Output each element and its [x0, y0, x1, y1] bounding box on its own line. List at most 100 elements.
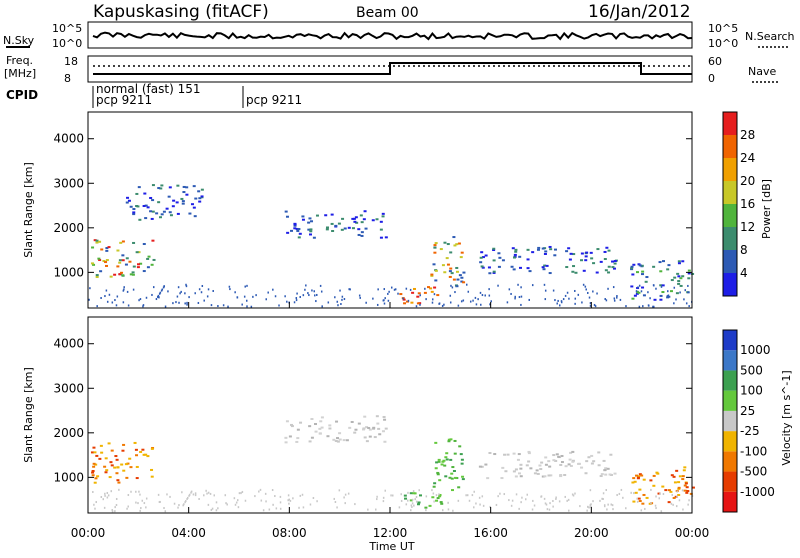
data-pixel	[457, 242, 461, 245]
data-pixel	[611, 266, 615, 269]
data-pixel	[284, 436, 288, 439]
data-pixel	[186, 301, 188, 304]
data-pixel	[150, 468, 154, 471]
data-pixel	[177, 506, 179, 509]
data-pixel	[567, 247, 571, 250]
data-pixel	[565, 250, 569, 253]
data-pixel	[92, 462, 96, 465]
colorbar-tick-label: 28	[740, 128, 755, 142]
data-pixel	[295, 299, 298, 302]
data-pixel	[308, 425, 312, 428]
data-pixel	[373, 436, 377, 439]
data-pixel	[115, 472, 119, 475]
data-pixel	[472, 299, 474, 302]
data-pixel	[140, 507, 142, 510]
data-pixel	[157, 493, 160, 496]
data-pixel	[347, 226, 351, 229]
data-pixel	[181, 200, 185, 203]
data-pixel	[448, 476, 452, 479]
data-pixel	[649, 297, 651, 300]
data-pixel	[285, 420, 289, 423]
data-pixel	[526, 248, 530, 251]
data-pixel	[611, 504, 614, 507]
data-pixel	[668, 295, 671, 298]
cpid-label: CPID	[6, 88, 38, 102]
data-pixel	[589, 304, 592, 307]
data-pixel	[163, 507, 165, 510]
data-pixel	[644, 280, 648, 283]
colorbar-frame	[722, 111, 738, 297]
colorbar-tick-label: 100	[740, 384, 763, 398]
data-pixel	[544, 463, 548, 466]
power-panel: 1000 2000 3000 4000 Slant Range [km]	[22, 111, 695, 309]
data-pixel	[210, 304, 213, 307]
data-pixel	[682, 508, 684, 511]
data-pixel	[691, 272, 695, 275]
data-pixel	[145, 506, 147, 509]
data-pixel	[377, 288, 379, 291]
data-pixel	[501, 466, 505, 469]
data-pixel	[677, 493, 681, 496]
data-pixel	[146, 206, 150, 209]
data-pixel	[297, 228, 301, 231]
data-pixel	[675, 469, 679, 472]
data-pixel	[378, 433, 382, 436]
data-pixel	[602, 497, 604, 500]
data-pixel	[613, 297, 616, 300]
data-pixel	[686, 291, 690, 294]
data-pixel	[226, 503, 228, 506]
data-pixel	[315, 300, 317, 303]
data-pixel	[308, 233, 312, 236]
data-pixel	[411, 291, 415, 294]
data-pixel	[284, 210, 288, 213]
freq-right-label: Nave	[748, 65, 776, 78]
data-pixel	[671, 493, 674, 496]
data-pixel	[466, 494, 469, 497]
data-pixel	[203, 299, 205, 302]
data-pixel	[435, 461, 439, 464]
data-pixel	[100, 451, 104, 454]
data-pixel	[121, 240, 125, 243]
data-pixel	[641, 270, 645, 273]
data-pixel	[379, 236, 383, 239]
data-pixel	[589, 504, 592, 507]
data-pixel	[597, 464, 601, 467]
data-pixel	[560, 301, 563, 304]
data-pixel	[658, 497, 661, 500]
data-pixel	[181, 202, 185, 205]
data-pixel	[504, 470, 508, 473]
data-pixel	[106, 491, 109, 494]
data-pixel	[184, 292, 186, 295]
data-pixel	[158, 292, 161, 295]
data-pixel	[411, 502, 414, 505]
data-pixel	[379, 228, 383, 231]
data-pixel	[451, 466, 455, 469]
data-pixel	[178, 504, 180, 507]
data-pixel	[688, 499, 690, 502]
data-pixel	[684, 289, 687, 292]
data-pixel	[562, 298, 565, 301]
data-pixel	[142, 270, 146, 273]
data-pixel	[152, 286, 155, 289]
data-pixel	[316, 293, 318, 296]
data-pixel	[616, 494, 618, 497]
data-pixel	[630, 265, 634, 268]
data-pixel	[567, 463, 571, 466]
data-pixel	[481, 266, 485, 269]
data-pixel	[571, 270, 575, 273]
data-pixel	[473, 506, 475, 509]
data-pixel	[691, 486, 695, 489]
data-pixel	[200, 291, 203, 294]
data-pixel	[91, 246, 95, 249]
data-pixel	[601, 497, 603, 500]
data-pixel	[511, 499, 514, 502]
data-pixel	[455, 266, 459, 269]
data-pixel	[355, 221, 359, 224]
data-pixel	[510, 504, 513, 507]
data-pixel	[444, 456, 448, 459]
data-pixel	[344, 493, 347, 496]
data-pixel	[412, 492, 416, 495]
data-pixel	[301, 493, 304, 496]
data-pixel	[616, 296, 618, 299]
data-pixel	[150, 447, 154, 450]
